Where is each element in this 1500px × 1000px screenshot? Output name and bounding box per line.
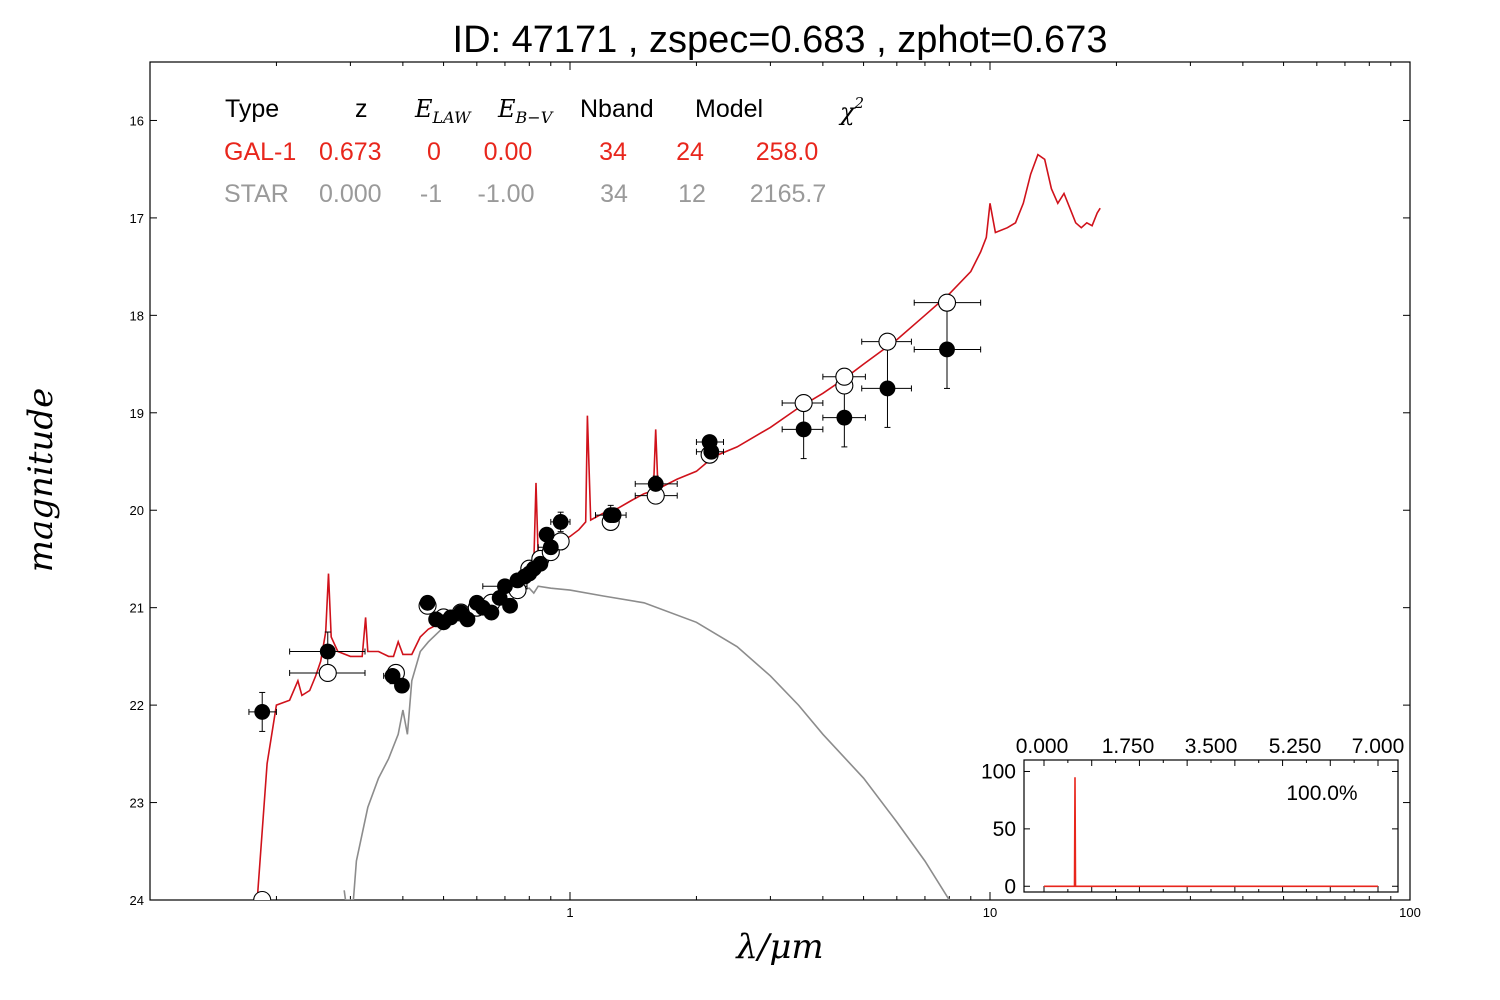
fit-results-table: Type z ELAW EB−V Nband Model χ2 GAL-1 0.…: [224, 94, 864, 208]
inset-x-tick-label: 0.000: [1016, 735, 1069, 758]
x-tick-label: 1: [566, 905, 573, 920]
header-chi2: χ2: [838, 94, 864, 126]
observed-point: [703, 443, 720, 460]
observed-point: [419, 594, 436, 611]
header-ebv-main: E: [497, 95, 516, 123]
row-elaw: 0: [427, 138, 441, 166]
chart-title: ID: 47171 , zspec=0.683 , zphot=0.673: [453, 19, 1108, 61]
inset-y-tick-label: 0: [1004, 875, 1016, 898]
header-model: Model: [695, 95, 763, 123]
inset-x-tick-label: 3.500: [1185, 735, 1238, 758]
row-model: 24: [676, 138, 704, 166]
observed-point: [384, 667, 401, 684]
y-tick-label: 24: [130, 893, 144, 908]
header-nband: Nband: [580, 95, 654, 123]
row-ebv: 0.00: [484, 138, 533, 166]
y-tick-label: 16: [130, 113, 144, 128]
header-elaw: ELAW: [414, 95, 472, 127]
model-point: [794, 393, 813, 413]
model-point: [253, 890, 272, 900]
observed-point: [502, 597, 518, 614]
y-axis: 16 17 18 19 20 21 22 23 24: [130, 113, 1410, 908]
row-chi2: 258.0: [756, 138, 819, 166]
row-z: 0.000: [319, 180, 382, 208]
row-ebv: -1.00: [478, 180, 535, 208]
inset-x-tick-label: 7.000: [1352, 735, 1405, 758]
row-nband: 34: [599, 138, 627, 166]
header-z: z: [355, 95, 368, 123]
y-tick-label: 23: [130, 796, 144, 811]
plot-frame: [149, 61, 1411, 901]
row-model: 12: [678, 180, 706, 208]
row-z: 0.673: [319, 138, 382, 166]
header-elaw-main: E: [414, 95, 433, 123]
inset-annotation: 100.0%: [1286, 782, 1357, 805]
plot-area: [248, 153, 1101, 900]
observed-point: [319, 643, 336, 660]
header-ebv: EB−V: [497, 95, 554, 127]
y-tick-label: 21: [130, 601, 144, 616]
row-nband: 34: [600, 180, 628, 208]
observed-point: [647, 476, 664, 492]
inset-plot: 0.000 1.750 3.500 5.250 7.000 0 50 100: [981, 735, 1404, 898]
fit-row-galaxy: GAL-1 0.673 0 0.00 34 24 258.0: [224, 138, 818, 166]
row-elaw: -1: [420, 180, 442, 208]
data-series: [248, 153, 1101, 900]
header-chi-sup: 2: [854, 94, 865, 112]
inset-pdz-line: [1044, 777, 1378, 888]
observed-point: [459, 611, 476, 628]
y-tick-label: 22: [130, 698, 144, 713]
header-ebv-sub: B−V: [515, 108, 554, 127]
galaxy-template-line: [256, 153, 1101, 900]
inset-x-tick-label: 1.750: [1102, 735, 1155, 758]
inset-y-tick-label: 100: [981, 760, 1016, 783]
fit-row-star: STAR 0.000 -1 -1.00 34 12 2165.7: [224, 180, 826, 208]
x-tick-label: 10: [983, 905, 997, 920]
observed-point: [836, 409, 853, 426]
y-tick-label: 20: [130, 503, 144, 518]
y-tick-label: 19: [130, 406, 144, 421]
model-point: [835, 367, 854, 386]
observed-point: [483, 604, 500, 621]
inset-x-tick-label: 5.250: [1269, 735, 1322, 758]
row-type: STAR: [224, 180, 289, 208]
observed-point: [254, 704, 271, 720]
star-template-line: [343, 585, 950, 900]
inset-y-tick-label: 50: [993, 818, 1016, 841]
row-chi2: 2165.7: [750, 180, 826, 208]
observed-point: [532, 555, 549, 572]
observed-point: [605, 507, 622, 524]
header-elaw-sub: LAW: [432, 108, 473, 127]
x-tick-label: 100: [1399, 905, 1421, 920]
model-point: [937, 293, 957, 312]
row-type: GAL-1: [224, 138, 296, 166]
y-axis-label: magnitude: [21, 388, 61, 573]
observed-point: [394, 677, 410, 694]
observed-point: [939, 341, 955, 358]
inset-frame: [1023, 759, 1399, 893]
model-point: [878, 332, 897, 351]
header-chi-main: χ: [838, 98, 856, 126]
pdz-inset: 0.000 1.750 3.500 5.250 7.000 0 50 100 100.0%: [981, 735, 1404, 898]
y-tick-label: 17: [130, 211, 144, 226]
observed-point: [552, 514, 569, 530]
observed-point: [795, 421, 812, 438]
y-tick-label: 18: [130, 308, 144, 323]
x-axis: 1 10 100: [149, 62, 1421, 920]
header-type: Type: [225, 95, 279, 123]
x-axis-label: λ/μm: [734, 927, 823, 967]
observed-point: [542, 539, 559, 556]
observed-point: [879, 380, 896, 397]
model-point: [318, 663, 337, 683]
